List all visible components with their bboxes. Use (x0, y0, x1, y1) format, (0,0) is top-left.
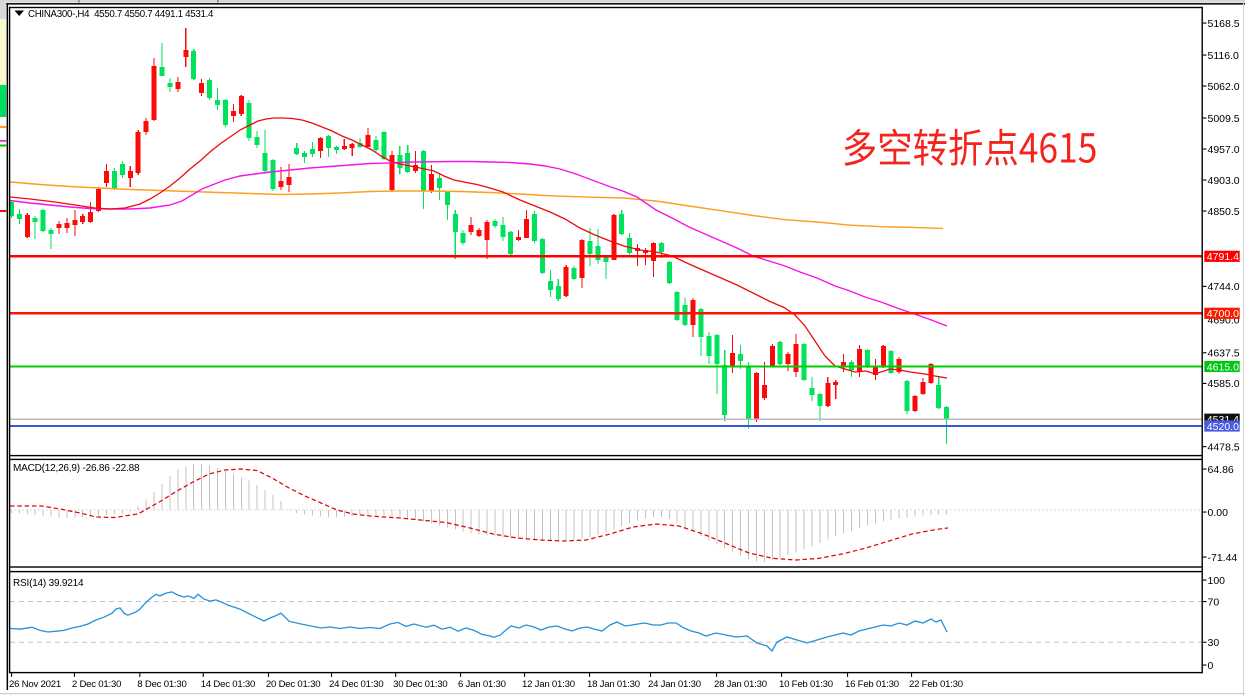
svg-text:24 Jan 01:30: 24 Jan 01:30 (648, 679, 701, 690)
svg-text:2 Dec 01:30: 2 Dec 01:30 (72, 679, 121, 690)
svg-text:20 Dec 01:30: 20 Dec 01:30 (266, 679, 320, 690)
svg-text:26 Nov 2021: 26 Nov 2021 (9, 679, 61, 690)
svg-text:100: 100 (1208, 575, 1226, 587)
svg-text:4791.4: 4791.4 (1207, 251, 1239, 263)
svg-text:RSI(14) 39.9214: RSI(14) 39.9214 (13, 578, 84, 589)
svg-text:70: 70 (1208, 596, 1220, 608)
svg-text:4637.5: 4637.5 (1208, 348, 1240, 360)
svg-text:4903.0: 4903.0 (1208, 175, 1240, 187)
svg-text:5168.5: 5168.5 (1208, 18, 1240, 30)
svg-text:30 Dec 01:30: 30 Dec 01:30 (393, 679, 447, 690)
svg-text:10 Feb 01:30: 10 Feb 01:30 (779, 679, 833, 690)
svg-text:5062.0: 5062.0 (1208, 81, 1240, 93)
svg-text:8 Dec 01:30: 8 Dec 01:30 (137, 679, 186, 690)
svg-text:18 Jan 01:30: 18 Jan 01:30 (587, 679, 640, 690)
svg-text:64.86: 64.86 (1208, 464, 1234, 476)
svg-text:24 Dec 01:30: 24 Dec 01:30 (329, 679, 383, 690)
svg-text:14 Dec 01:30: 14 Dec 01:30 (201, 679, 255, 690)
svg-text:4957.0: 4957.0 (1208, 144, 1240, 156)
svg-text:6 Jan 01:30: 6 Jan 01:30 (458, 679, 506, 690)
svg-text:4520.0: 4520.0 (1207, 421, 1239, 433)
svg-text:22 Feb 01:30: 22 Feb 01:30 (909, 679, 963, 690)
svg-text:4615.0: 4615.0 (1207, 361, 1239, 373)
svg-text:4478.5: 4478.5 (1208, 441, 1240, 453)
svg-text:5009.5: 5009.5 (1208, 113, 1240, 125)
svg-text:MACD(12,26,9) -26.86 -22.88: MACD(12,26,9) -26.86 -22.88 (13, 463, 140, 474)
svg-text:4700.0: 4700.0 (1207, 308, 1239, 320)
svg-text:0.00: 0.00 (1208, 507, 1229, 519)
svg-text:5116.0: 5116.0 (1208, 50, 1239, 62)
svg-text:-71.44: -71.44 (1208, 552, 1238, 564)
svg-text:0: 0 (1208, 660, 1214, 672)
svg-text:30: 30 (1208, 637, 1220, 649)
svg-text:16 Feb 01:30: 16 Feb 01:30 (845, 679, 899, 690)
svg-text:12 Jan 01:30: 12 Jan 01:30 (522, 679, 575, 690)
svg-text:4585.0: 4585.0 (1208, 378, 1240, 390)
svg-text:28 Jan 01:30: 28 Jan 01:30 (714, 679, 767, 690)
svg-text:4744.0: 4744.0 (1208, 281, 1240, 293)
svg-text:CHINA300-,H4 4550.7 4550.7 44: CHINA300-,H4 4550.7 4550.7 4491.1 4531.4 (28, 9, 214, 20)
svg-text:4850.5: 4850.5 (1208, 206, 1240, 218)
